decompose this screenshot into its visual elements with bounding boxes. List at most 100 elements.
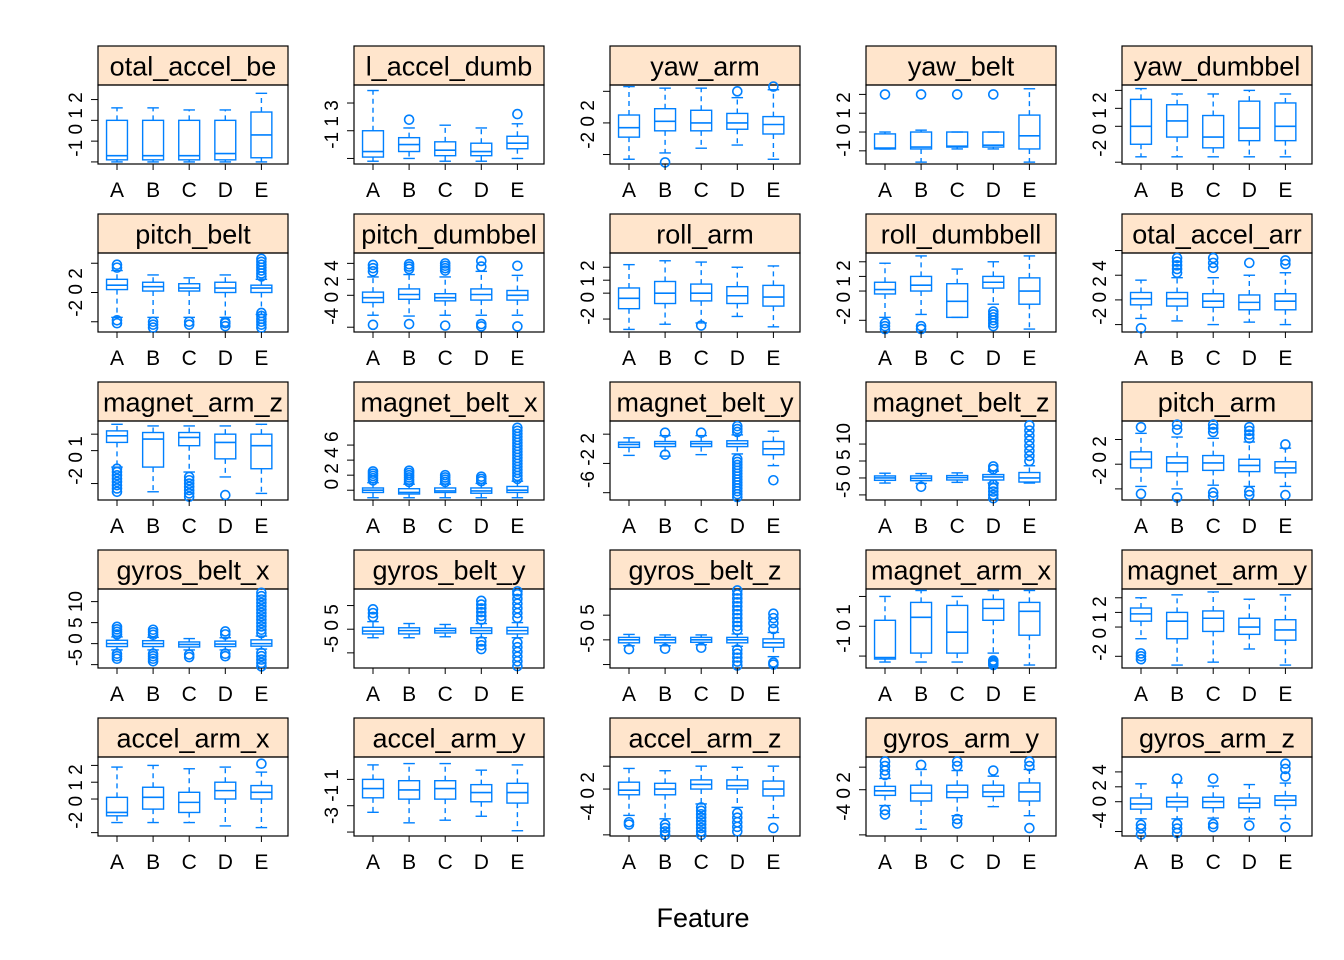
box-C xyxy=(946,756,969,829)
x-axis-label: Feature xyxy=(656,903,749,933)
outlier-point xyxy=(147,319,159,330)
outlier-point xyxy=(1024,430,1035,441)
strip-magnet_arm_x xyxy=(865,549,1057,590)
x-tick-label: D xyxy=(218,515,233,538)
outlier-point xyxy=(256,654,267,665)
y-tick-labels: -2 0 1 2 xyxy=(1090,596,1111,660)
outlier-point xyxy=(111,463,123,475)
y-tick-labels: -1 0 1 xyxy=(834,604,855,653)
box-C xyxy=(946,595,969,663)
box-D xyxy=(214,766,237,827)
plot-frame xyxy=(353,588,545,669)
x-tick-label: D xyxy=(986,179,1001,202)
outlier-point xyxy=(256,617,267,629)
outlier-point xyxy=(1207,821,1219,833)
box-A xyxy=(617,633,641,655)
strip-label: l_accel_dumb xyxy=(366,52,533,82)
box-C xyxy=(178,768,201,824)
box-D xyxy=(470,595,493,655)
outlier-point xyxy=(1244,486,1255,497)
strip-label: yaw_dumbbel xyxy=(1134,52,1301,82)
x-tick-label: A xyxy=(878,851,892,874)
x-tick-label: E xyxy=(766,851,780,874)
box-D xyxy=(470,127,493,162)
outlier-point xyxy=(367,319,379,331)
box-C xyxy=(178,425,201,503)
x-tick-label: B xyxy=(914,515,928,538)
x-tick-label: C xyxy=(182,515,197,538)
x-tick-label: B xyxy=(914,851,928,874)
plot-frame xyxy=(1121,588,1313,669)
x-tick-label: E xyxy=(1278,683,1292,706)
strip-roll_dumbbell xyxy=(865,213,1057,254)
strip-label: pitch_belt xyxy=(135,220,251,250)
strip-label: gyros_belt_y xyxy=(372,556,526,586)
y-tick-labels: -5 0 5 10 xyxy=(66,591,87,666)
panel-magnet_arm_y: magnet_arm_y -2 0 1 2 A B C D E xyxy=(1090,549,1313,706)
outlier-point xyxy=(987,89,999,100)
x-tick-label: D xyxy=(730,179,745,202)
outlier-point xyxy=(220,626,231,637)
outlier-point xyxy=(879,320,891,332)
outlier-point xyxy=(111,473,123,484)
box-B xyxy=(397,465,421,499)
outlier-point xyxy=(111,470,123,481)
panel-gyros_belt_x: gyros_belt_x -5 0 5 10 A B C D E xyxy=(66,549,289,706)
x-tick-label: C xyxy=(438,683,453,706)
outlier-point xyxy=(1171,260,1183,271)
box-E xyxy=(506,764,529,832)
panel-grid: otal_accel_be-1 0 1 2A B C D El_accel_dumb-1… xyxy=(66,45,1313,874)
outlier-point xyxy=(731,652,743,663)
box-A xyxy=(873,472,897,484)
box-A xyxy=(873,756,897,820)
iqr-box xyxy=(141,119,165,161)
x-tick-label: E xyxy=(1022,347,1036,370)
outlier-point xyxy=(512,260,523,272)
strip-label: otal_accel_arr xyxy=(1132,220,1302,250)
x-tick-label: E xyxy=(510,179,524,202)
x-tick-label: D xyxy=(730,347,745,370)
outlier-point xyxy=(987,489,999,501)
y-tick-labels: -5 0 5 10 xyxy=(834,423,855,498)
outlier-point xyxy=(111,466,123,478)
x-tick-label: E xyxy=(254,179,268,202)
x-tick-label: D xyxy=(1242,515,1257,538)
x-tick-label: B xyxy=(914,683,928,706)
outlier-point xyxy=(183,488,195,499)
x-tick-label: A xyxy=(878,515,892,538)
box-D xyxy=(470,471,493,499)
x-tick-label: D xyxy=(474,179,489,202)
strip-label: pitch_arm xyxy=(1158,388,1277,418)
box-A xyxy=(1129,783,1153,840)
box-C xyxy=(434,762,457,821)
x-tick-label: D xyxy=(986,347,1001,370)
box-B xyxy=(141,107,165,163)
box-E xyxy=(762,430,785,486)
x-tick-label: B xyxy=(1170,347,1184,370)
iqr-box xyxy=(361,130,385,158)
panel-magnet_belt_y: magnet_belt_y -6 -2 2 A B C D E xyxy=(578,381,801,538)
outlier-point xyxy=(256,758,267,770)
outlier-point xyxy=(1171,419,1183,431)
strip-label: yaw_belt xyxy=(908,52,1015,82)
outlier-point xyxy=(695,815,707,827)
x-tick-label: C xyxy=(950,347,965,370)
x-tick-label: C xyxy=(1206,683,1221,706)
y-tick-labels: -2 0 2 xyxy=(578,100,599,149)
outlier-point xyxy=(731,624,743,636)
outlier-point xyxy=(1207,262,1219,274)
box-A xyxy=(1129,597,1153,665)
x-tick-label: D xyxy=(1242,683,1257,706)
outlier-point xyxy=(512,637,523,648)
outlier-point xyxy=(256,594,267,605)
strip-gyros_belt_y xyxy=(353,549,545,590)
outlier-point xyxy=(512,321,523,332)
strip-label: gyros_arm_z xyxy=(1139,724,1295,754)
iqr-box xyxy=(1018,601,1041,636)
outlier-point xyxy=(623,643,635,655)
x-tick-label: B xyxy=(658,851,672,874)
box-B xyxy=(909,472,933,493)
outlier-point xyxy=(1024,440,1035,452)
box-D xyxy=(726,766,749,837)
